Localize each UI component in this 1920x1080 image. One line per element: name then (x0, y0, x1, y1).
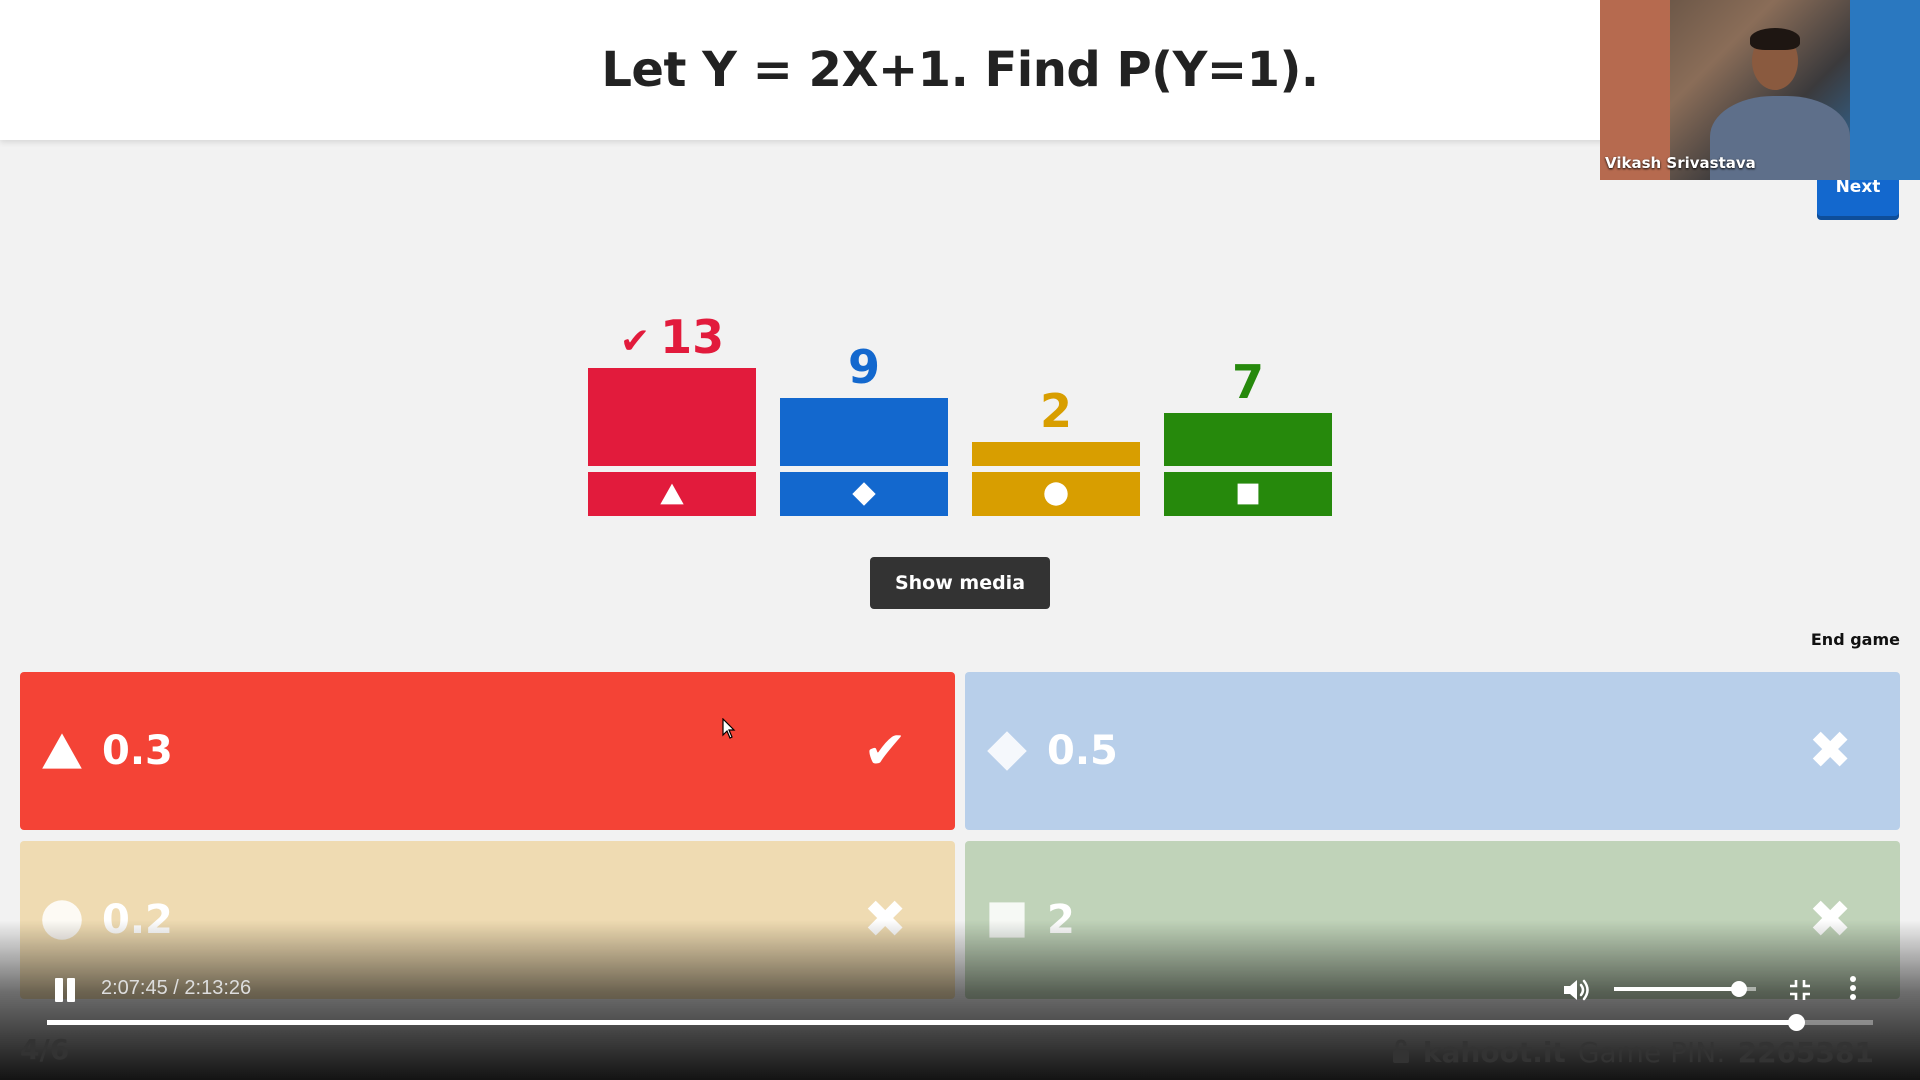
chart-bar-base-circle (972, 472, 1140, 516)
volume-icon[interactable] (1562, 976, 1592, 1004)
chart-count-circle: 2 (972, 384, 1140, 438)
video-progress-handle[interactable] (1788, 1014, 1805, 1031)
diamond-icon (985, 729, 1029, 773)
video-player-overlay (0, 920, 1920, 1080)
webcam-background-door (1850, 0, 1920, 180)
lock-icon[interactable] (1391, 1039, 1411, 1065)
game-pin-label: Game PIN: (1577, 1035, 1726, 1069)
chart-count-value: 13 (660, 310, 725, 364)
diamond-icon (852, 482, 876, 506)
volume-slider[interactable] (1614, 981, 1756, 997)
presenter-name: Vikash Srivastava (1605, 154, 1756, 172)
game-pin-footer: kahoot.it Game PIN: 2265381 (1380, 1033, 1874, 1071)
brand-name: kahoot.it (1422, 1035, 1566, 1069)
playback-time: 2:07:45 / 2:13:26 (101, 977, 252, 999)
square-icon (1237, 483, 1259, 505)
chart-bar-base-triangle (588, 472, 756, 516)
chart-count-value: 2 (1039, 384, 1072, 438)
chart-count-square: 7 (1164, 355, 1332, 409)
chart-count-diamond: 9 (780, 340, 948, 394)
triangle-icon (660, 483, 684, 505)
chart-bar-base-square (1164, 472, 1332, 516)
presenter-body (1710, 96, 1850, 180)
chart-bar-diamond (780, 398, 948, 466)
question-title: Let Y = 2X+1. Find P(Y=1). (601, 42, 1319, 98)
question-counter: 4/6 (20, 1033, 70, 1066)
answer-option-diamond[interactable]: 0.5 ✖ (965, 672, 1900, 830)
presenter-webcam: Vikash Srivastava (1600, 0, 1920, 180)
pause-icon[interactable] (52, 978, 78, 1002)
video-progress-fill (47, 1020, 1796, 1025)
answer-option-triangle[interactable]: 0.3 ✔ (20, 672, 955, 830)
chart-bar-square (1164, 413, 1332, 466)
game-pin-value: 2265381 (1737, 1035, 1874, 1069)
video-progress-bar[interactable] (47, 1014, 1873, 1031)
circle-icon (1044, 482, 1068, 506)
chart-count-triangle: ✔ 13 (588, 310, 756, 364)
more-options-icon[interactable] (1848, 976, 1858, 1004)
mouse-cursor-icon (722, 718, 736, 739)
presenter-hair (1750, 28, 1800, 50)
triangle-icon (40, 729, 84, 773)
chart-count-value: 7 (1231, 355, 1264, 409)
chart-bar-base-diamond (780, 472, 948, 516)
cross-icon: ✖ (1808, 721, 1852, 781)
webcam-background (1600, 0, 1670, 180)
show-media-button[interactable]: Show media (870, 557, 1050, 609)
chart-bar-triangle (588, 368, 756, 466)
chart-count-value: 9 (847, 340, 880, 394)
results-chart: ✔ 13 9 2 7 (588, 310, 1332, 516)
volume-slider-fill (1614, 987, 1739, 991)
end-game-link[interactable]: End game (1810, 630, 1900, 649)
correct-check-icon: ✔ (619, 321, 651, 362)
answer-label: 0.5 (1047, 728, 1118, 774)
exit-fullscreen-icon[interactable] (1788, 978, 1812, 1002)
check-icon: ✔ (863, 721, 907, 781)
volume-slider-handle[interactable] (1731, 981, 1747, 997)
answer-label: 0.3 (102, 728, 173, 774)
chart-bar-circle (972, 442, 1140, 466)
